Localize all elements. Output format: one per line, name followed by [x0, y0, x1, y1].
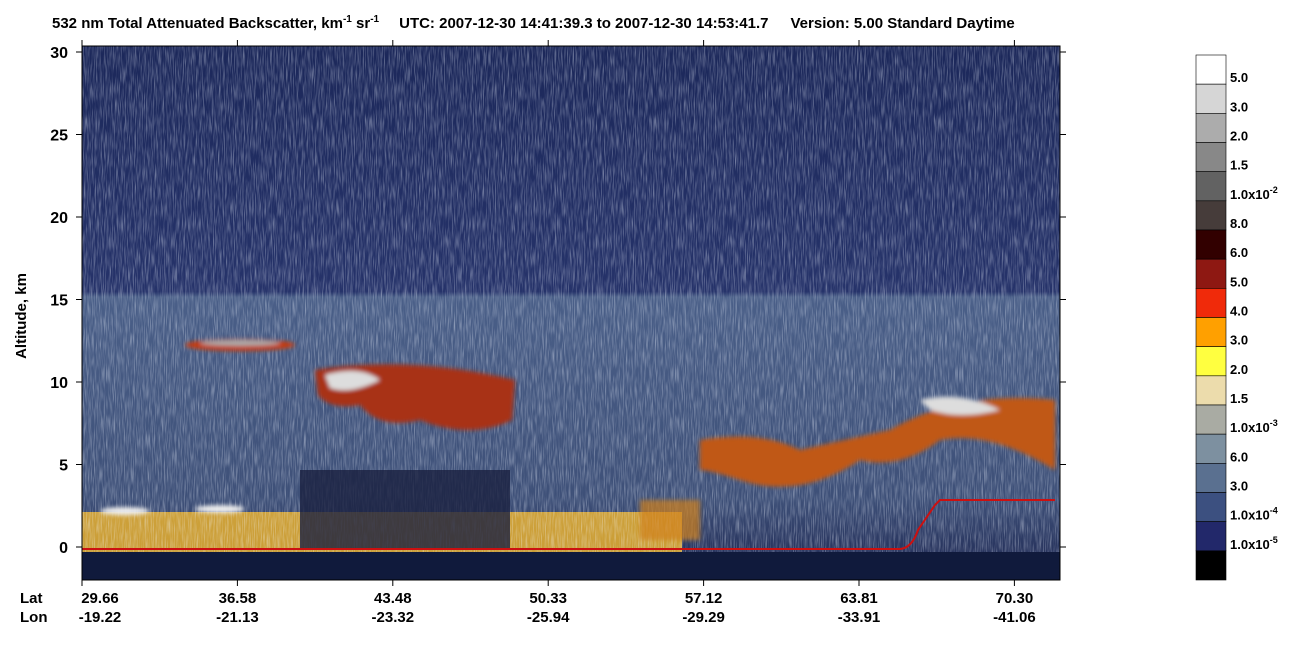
colorbar-label: 2.0 [1230, 129, 1248, 144]
colorbar-swatch [1195, 113, 1227, 143]
colorbar-swatch [1195, 288, 1227, 318]
y-tick-label: 30 [50, 45, 68, 62]
colorbar-label: 1.5 [1230, 158, 1248, 173]
x-tick-lat: 29.66 [81, 590, 119, 607]
colorbar-label-text: 8.0 [1230, 216, 1248, 231]
x-tick-lon: -33.91 [838, 609, 881, 626]
colorbar-label-text: 2.0 [1230, 362, 1248, 377]
y-tick-label: 15 [50, 293, 68, 310]
x-tick-lon: -25.94 [527, 609, 570, 626]
colorbar-swatch [1195, 492, 1227, 522]
colorbar-label-text: 4.0 [1230, 304, 1248, 319]
colorbar-swatch [1195, 346, 1227, 377]
colorbar-label-text: 3.0 [1230, 479, 1248, 494]
colorbar-label-text: 5.0 [1230, 274, 1248, 289]
x-tick-lat: 50.33 [529, 590, 567, 607]
y-axis-label: Altitude, km [13, 273, 30, 359]
x-tick-lat: 57.12 [685, 590, 723, 607]
colorbar-label-text: 3.0 [1230, 333, 1248, 348]
title-part: sr [352, 15, 371, 32]
colorbar-label-text: 5.0 [1230, 70, 1248, 85]
colorbar-label: 4.0 [1230, 304, 1248, 319]
colorbar-swatch [1195, 258, 1227, 289]
colorbar-label-text: 1.0x10 [1230, 508, 1270, 523]
colorbar-swatch [1195, 83, 1227, 114]
x-tick-lat: 70.30 [996, 590, 1034, 607]
x-tick-lon: -29.29 [682, 609, 725, 626]
colorbar-label: 5.0 [1230, 274, 1248, 289]
colorbar-label: 1.5 [1230, 391, 1248, 406]
colorbar-swatch [1195, 229, 1227, 260]
x-tick-lon: -23.32 [372, 609, 415, 626]
colorbar-label: 3.0 [1230, 479, 1248, 494]
chart-title: 532 nm Total Attenuated Backscatter, km-… [52, 14, 1015, 32]
colorbar-label-text: 1.0x10 [1230, 420, 1270, 435]
colorbar-swatch [1195, 375, 1227, 406]
x-tick-lat: 43.48 [374, 590, 412, 607]
colorbar-label-text: 3.0 [1230, 99, 1248, 114]
colorbar-swatch [1195, 433, 1227, 464]
colorbar-swatch [1195, 54, 1227, 85]
y-tick-label: 10 [50, 375, 68, 392]
colorbar-label: 1.0x10-5 [1230, 535, 1278, 552]
colorbar-label-text: 6.0 [1230, 245, 1248, 260]
colorbar-label-exp: -4 [1270, 506, 1278, 516]
colorbar-label-text: 1.5 [1230, 391, 1248, 406]
x-tick-lon: -21.13 [216, 609, 259, 626]
y-tick-label: 5 [59, 458, 68, 475]
colorbar-label-exp: -2 [1270, 185, 1278, 195]
colorbar-label: 6.0 [1230, 245, 1248, 260]
colorbar-swatch [1195, 200, 1227, 231]
colorbar-swatch [1195, 550, 1227, 581]
colorbar-label-text: 6.0 [1230, 449, 1248, 464]
title-part: 532 nm Total Attenuated Backscatter, km [52, 15, 343, 32]
colorbar-label: 2.0 [1230, 362, 1248, 377]
colorbar-label: 1.0x10-3 [1230, 418, 1278, 435]
colorbar-swatch [1195, 521, 1227, 552]
colorbar-label-text: 2.0 [1230, 129, 1248, 144]
title-part: UTC: 2007-12-30 14:41:39.3 to 2007-12-30… [399, 15, 768, 32]
colorbar-swatch [1195, 142, 1227, 172]
plot-image [82, 46, 1060, 580]
title-superscript: -1 [343, 14, 352, 25]
title-superscript: -1 [370, 14, 379, 25]
colorbar-label-text: 1.5 [1230, 158, 1248, 173]
colorbar-label-exp: -5 [1270, 535, 1278, 545]
colorbar-label: 6.0 [1230, 449, 1248, 464]
x-tick-lon: -19.22 [79, 609, 122, 626]
colorbar-label: 1.0x10-2 [1230, 185, 1278, 202]
colorbar-label-text: 1.0x10 [1230, 187, 1270, 202]
colorbar-label-text: 1.0x10 [1230, 537, 1270, 552]
title-part: Version: 5.00 Standard Daytime [791, 15, 1015, 32]
x-tick-lon: -41.06 [993, 609, 1036, 626]
colorbar-label: 1.0x10-4 [1230, 506, 1278, 523]
colorbar-label: 5.0 [1230, 70, 1248, 85]
colorbar-label: 8.0 [1230, 216, 1248, 231]
y-tick-label: 25 [50, 128, 68, 145]
colorbar-swatch [1195, 463, 1227, 493]
x-row-label: Lon [20, 609, 48, 626]
colorbar-swatch [1195, 404, 1227, 435]
plot-frame [81, 45, 1061, 581]
colorbar-swatch [1195, 171, 1227, 202]
y-tick-label: 20 [50, 210, 68, 227]
colorbar-label: 3.0 [1230, 333, 1248, 348]
x-tick-lat: 36.58 [219, 590, 257, 607]
colorbar-label: 3.0 [1230, 99, 1248, 114]
y-tick-label: 0 [59, 540, 68, 557]
x-row-label: Lat [20, 590, 43, 607]
x-tick-lat: 63.81 [840, 590, 878, 607]
colorbar-label-exp: -3 [1270, 418, 1278, 428]
colorbar-swatch [1195, 317, 1227, 347]
